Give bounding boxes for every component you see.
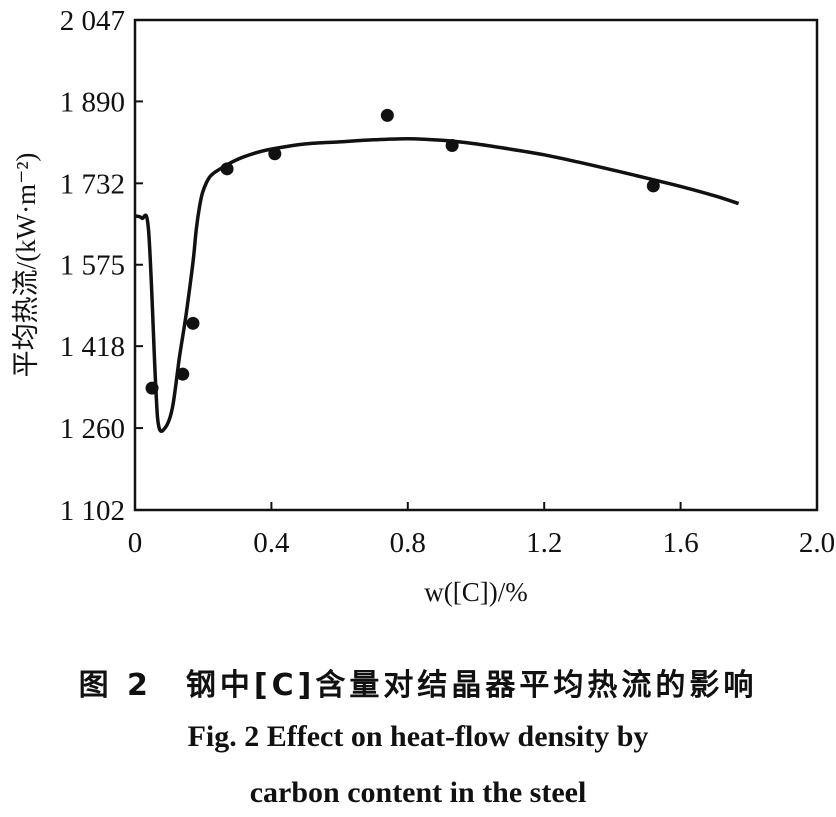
y-tick-label: 1 102 xyxy=(60,495,125,527)
y-tick-label: 1 575 xyxy=(60,250,125,282)
data-point xyxy=(176,367,190,381)
x-tick-label: 1.2 xyxy=(526,527,562,559)
x-tick-label: 0.4 xyxy=(253,527,290,559)
data-point xyxy=(186,316,200,330)
y-tick-label: 2 047 xyxy=(60,5,125,37)
x-tick-label: 2.0 xyxy=(799,527,835,559)
y-tick-label: 1 260 xyxy=(60,413,125,445)
figure-caption-english-line1: Fig. 2 Effect on heat-flow density by xyxy=(187,720,649,753)
x-axis-label: w([C])/% xyxy=(424,577,527,607)
fitted-curve xyxy=(134,136,740,433)
y-tick-label: 1 890 xyxy=(60,86,125,118)
x-tick-label: 0.8 xyxy=(390,527,426,559)
series-layer xyxy=(134,108,740,433)
y-tick-label: 1 732 xyxy=(60,168,125,200)
y-axis-label: 平均热流/(kW·m⁻²) xyxy=(11,153,41,378)
figure-caption-chinese: 图 2 钢中[C]含量对结晶器平均热流的影响 xyxy=(78,668,758,703)
x-axis-ticks: 0 0.4 0.8 1.2 1.6 2.0 xyxy=(128,502,835,559)
plot-frame xyxy=(133,18,819,512)
x-tick-label: 0 xyxy=(128,527,143,559)
data-point xyxy=(380,108,394,122)
x-tick-label: 1.6 xyxy=(662,527,698,559)
chart: 0 0.4 0.8 1.2 1.6 2.0 1 102 1 260 1 418 1 575 1 7… xyxy=(11,5,835,607)
y-tick-label: 1 418 xyxy=(60,331,125,363)
figure-caption-english-line2: carbon content in the steel xyxy=(249,776,587,809)
y-axis-ticks: 1 102 1 260 1 418 1 575 1 732 1 890 2 047 xyxy=(60,5,143,527)
data-point xyxy=(646,179,660,193)
